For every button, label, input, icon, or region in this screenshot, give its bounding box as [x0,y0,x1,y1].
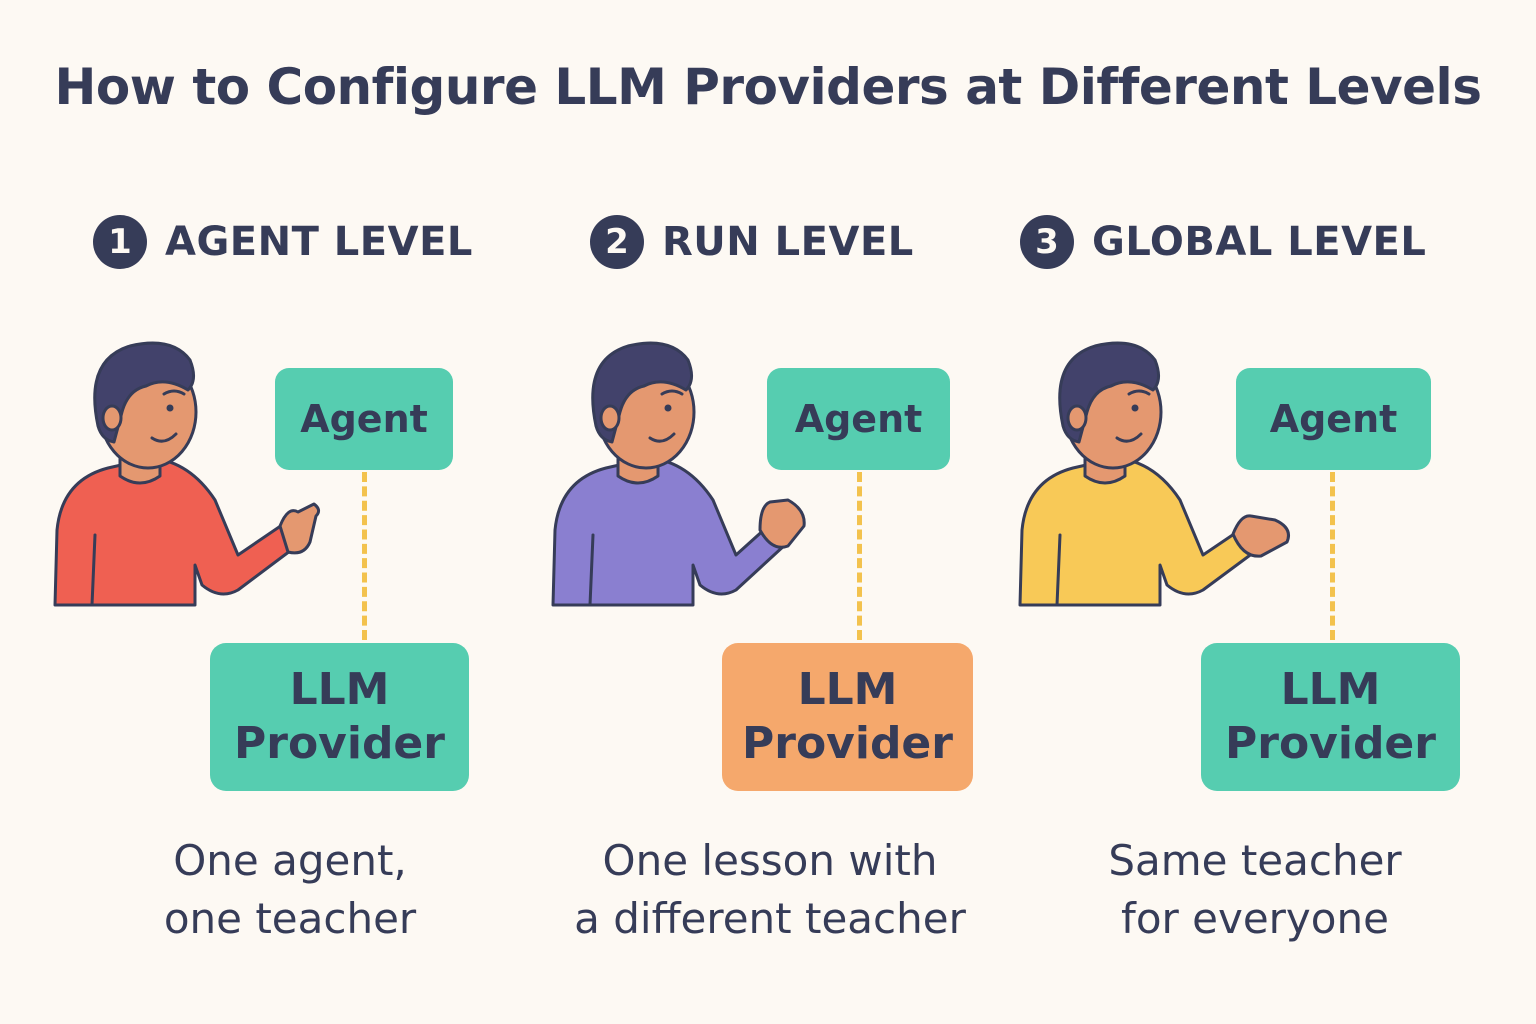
caption-line-1: One lesson with [602,836,938,885]
hand [1231,514,1290,558]
person-purple-shirt-illustration [551,341,806,607]
agent-box: Agent [1236,368,1431,470]
step-number-badge: 1 [93,215,147,269]
llm-provider-box: LLM Provider [722,643,973,791]
caption-line-1: One agent, [173,836,407,885]
llm-provider-box: LLM Provider [210,643,469,791]
page-title: How to Configure LLM Providers at Differ… [54,58,1482,116]
person-yellow-shirt-illustration [1018,341,1290,607]
provider-line-2: Provider [234,718,445,769]
caption-line-2: for everyone [1121,894,1389,943]
provider-line-1: LLM [797,664,898,715]
level-3-caption: Same teacher for everyone [1070,832,1440,948]
llm-provider-box: LLM Provider [1201,643,1460,791]
ear [1066,404,1088,432]
level-1-caption: One agent, one teacher [110,832,470,948]
ear [599,404,621,432]
hand [758,498,806,549]
person-red-shirt-illustration [53,341,321,607]
level-2-caption: One lesson with a different teacher [560,832,980,948]
dashed-connector [362,472,367,640]
level-3-title: GLOBAL LEVEL [1092,219,1427,265]
hand [278,502,321,555]
level-2-header: 2 RUN LEVEL [590,212,914,272]
provider-line-2: Provider [1225,718,1436,769]
shirt [1018,456,1259,607]
provider-line-1: LLM [289,664,390,715]
provider-line-2: Provider [742,718,953,769]
shirt [551,456,788,607]
caption-line-1: Same teacher [1108,836,1402,885]
level-2-title: RUN LEVEL [662,219,914,265]
ear [101,404,123,432]
shirt [53,456,304,607]
caption-line-2: a different teacher [574,894,966,943]
step-number-badge: 3 [1020,215,1074,269]
dashed-connector [857,472,862,640]
dashed-connector [1330,472,1335,640]
agent-box: Agent [767,368,950,470]
level-1-header: 1 AGENT LEVEL [93,212,473,272]
caption-line-2: one teacher [163,894,417,943]
step-number-badge: 2 [590,215,644,269]
level-3-header: 3 GLOBAL LEVEL [1020,212,1426,272]
level-1-title: AGENT LEVEL [165,219,473,265]
provider-line-1: LLM [1280,664,1381,715]
agent-box: Agent [275,368,453,470]
